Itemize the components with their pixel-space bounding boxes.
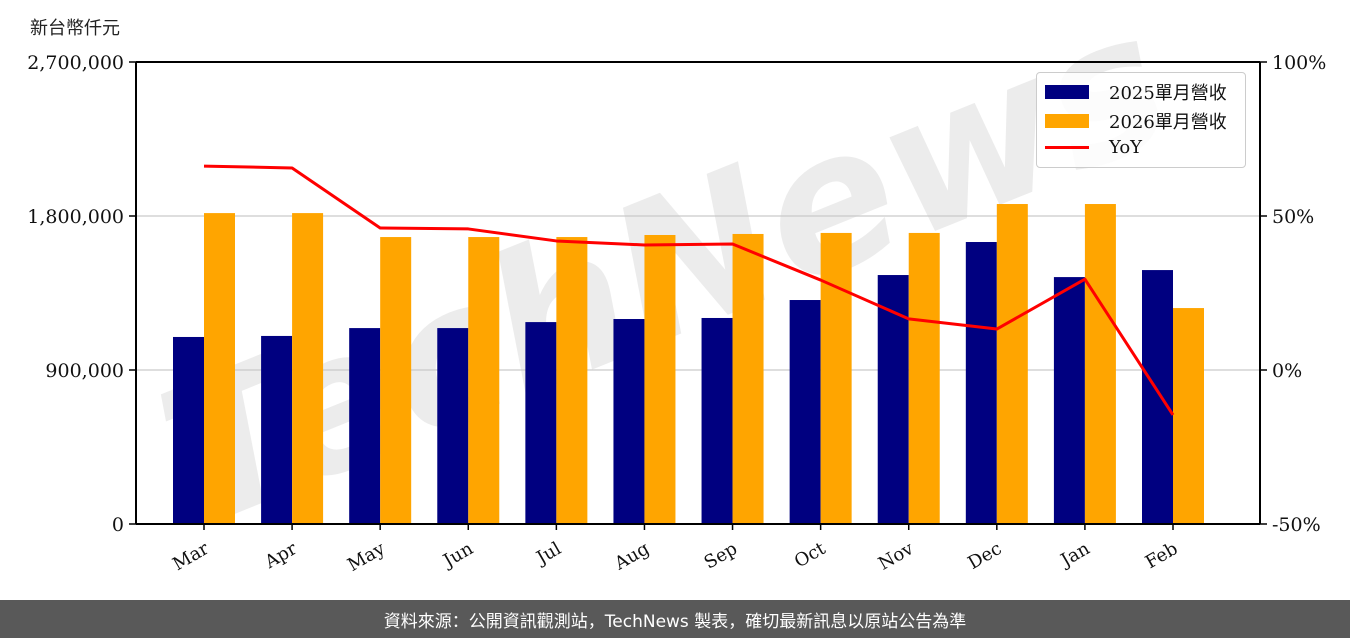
left-tick-label: 0 xyxy=(112,514,124,536)
right-tick-label: 100% xyxy=(1272,52,1326,74)
bar-2025 xyxy=(525,322,557,524)
legend: 2025單月營收 2026單月營收 YoY xyxy=(1036,72,1246,168)
bar-2026 xyxy=(204,213,235,524)
bar-2025 xyxy=(349,328,381,524)
legend-label-2025: 2025單月營收 xyxy=(1109,83,1227,104)
legend-label-yoy: YoY xyxy=(1109,137,1143,158)
bar-2025 xyxy=(1142,270,1173,524)
chart-area: TechNews0900,0001,800,0002,700,000-50%0%… xyxy=(27,0,1326,576)
right-tick-label: -50% xyxy=(1272,514,1321,536)
y-axis-unit-label: 新台幣仟元 xyxy=(30,18,120,39)
bar-2026 xyxy=(732,233,764,524)
legend-label-2026: 2026單月營收 xyxy=(1109,112,1227,133)
left-tick-label: 900,000 xyxy=(45,360,124,382)
x-tick-label: Sep xyxy=(701,538,741,573)
bar-2026 xyxy=(1084,204,1116,524)
footer-source: 資料來源：公開資訊觀測站，TechNews 製表，確切最新訊息以原站公告為準 xyxy=(0,600,1350,638)
bar-2026 xyxy=(468,237,500,524)
left-tick-label: 2,700,000 xyxy=(27,52,124,74)
bar-2025 xyxy=(789,300,821,524)
x-tick-label: Jan xyxy=(1056,538,1094,572)
left-tick-label: 1,800,000 xyxy=(27,206,124,228)
bar-2025 xyxy=(965,242,997,524)
bar-2026 xyxy=(996,204,1028,524)
bar-2026 xyxy=(292,213,324,524)
legend-line-yoy xyxy=(1045,146,1089,149)
right-tick-label: 0% xyxy=(1272,360,1302,382)
right-tick-label: 50% xyxy=(1272,206,1314,228)
x-tick-label: Oct xyxy=(791,538,830,573)
x-tick-label: Jul xyxy=(531,538,565,570)
bar-2026 xyxy=(1173,308,1204,524)
x-tick-label: Feb xyxy=(1142,538,1182,573)
bar-2026 xyxy=(556,237,588,524)
x-tick-label: Nov xyxy=(875,538,918,575)
x-tick-label: Aug xyxy=(610,538,653,575)
bar-2025 xyxy=(261,335,293,524)
x-tick-label: Dec xyxy=(964,538,1005,574)
legend-item-yoy: YoY xyxy=(1045,137,1142,158)
bar-2025 xyxy=(173,336,204,524)
bar-2026 xyxy=(908,232,940,524)
bar-2025 xyxy=(701,317,733,524)
yoy-line xyxy=(203,164,1175,416)
x-tick-label: May xyxy=(344,538,389,576)
bar-2026 xyxy=(820,232,852,524)
legend-item-2026: 2026單月營收 xyxy=(1045,108,1227,134)
bar-2026 xyxy=(380,237,412,524)
bar-2025 xyxy=(613,319,645,524)
legend-item-2025: 2025單月營收 xyxy=(1045,79,1227,105)
bar-2026 xyxy=(644,234,676,524)
legend-swatch-2025 xyxy=(1045,85,1089,99)
bar-2025 xyxy=(1053,277,1085,524)
legend-swatch-2026 xyxy=(1045,114,1089,128)
x-tick-label: Jun xyxy=(438,538,477,573)
bar-2025 xyxy=(437,328,469,524)
footer-source-text: 資料來源：公開資訊觀測站，TechNews 製表，確切最新訊息以原站公告為準 xyxy=(383,611,967,632)
